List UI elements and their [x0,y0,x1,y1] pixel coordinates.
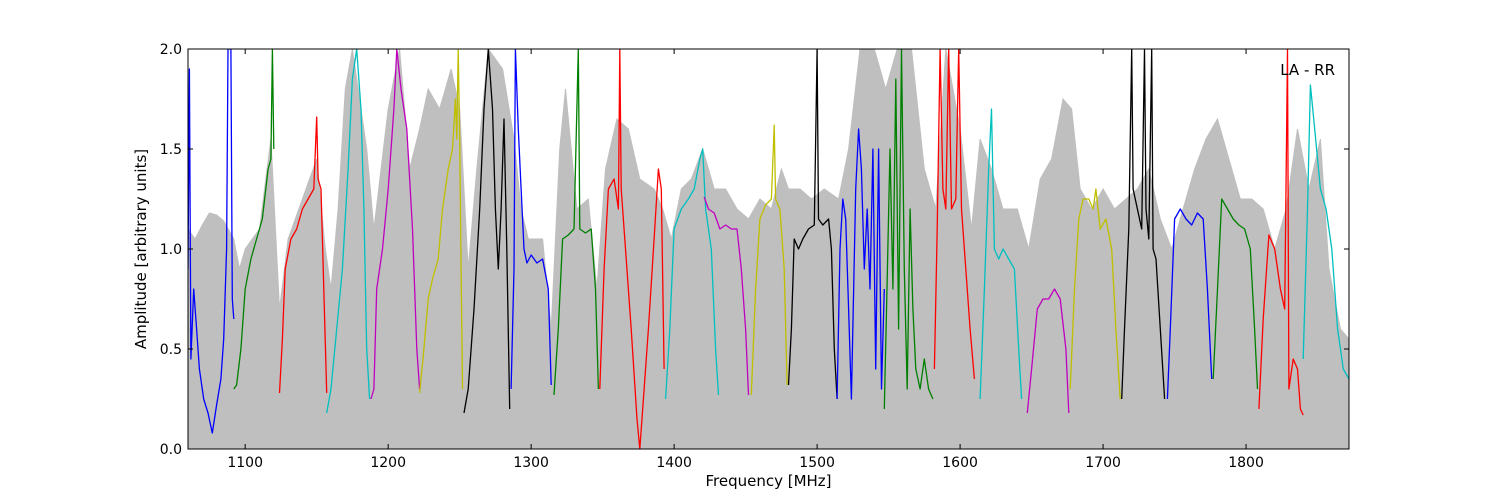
x-tick-label: 1300 [513,455,549,471]
series-line-24 [1258,49,1304,416]
series-line-5 [370,49,421,400]
series-line-3 [278,116,328,394]
x-axis-label: Frequency [MHz] [705,472,831,490]
x-tick-label: 1500 [799,455,835,471]
series-line-8 [510,49,552,390]
series-line-1 [188,49,235,434]
x-tick-label: 1700 [1085,455,1121,471]
series-line-19 [1026,288,1070,414]
x-tick-label: 1800 [1228,455,1264,471]
y-axis-label: Amplitude [arbitrary units] [132,149,150,349]
series-line-2 [233,49,275,390]
y-axis: 0.0 0.5 1.0 1.5 2.0 [160,42,1349,458]
series-group [188,49,1349,449]
series-line-20 [1069,188,1121,400]
series-line-17 [933,49,976,380]
y-tick-label: 0.5 [160,342,182,358]
series-line-6 [418,49,464,394]
envelope-area [188,49,1349,449]
series-line-25 [1302,84,1349,380]
x-tick-label: 1600 [942,455,978,471]
series-line-14 [787,49,838,400]
series-line-23 [1212,198,1259,390]
series-line-7 [463,49,511,414]
series-line-12 [703,196,750,396]
series-line-4 [326,49,371,414]
y-tick-label: 1.0 [160,242,182,258]
y-tick-label: 1.5 [160,142,182,158]
series-line-18 [979,108,1023,400]
background-envelope [188,49,1349,449]
series-line-21 [1121,49,1166,400]
plot-annotation: LA - RR [1280,61,1335,79]
series-line-15 [836,128,885,400]
x-tick-label: 1100 [227,455,263,471]
series-line-9 [553,49,600,396]
series-line-22 [1166,208,1213,400]
y-tick-label: 2.0 [160,42,182,58]
x-tick-label: 1200 [370,455,406,471]
y-tick-label: 0.0 [160,442,182,458]
series-line-16 [883,49,934,410]
series-line-13 [750,124,788,396]
x-tick-label: 1400 [656,455,692,471]
x-axis: 1100 1200 1300 1400 1500 1600 1700 1800 [227,49,1264,471]
series-line-11 [664,148,720,400]
series-line-10 [599,49,665,449]
